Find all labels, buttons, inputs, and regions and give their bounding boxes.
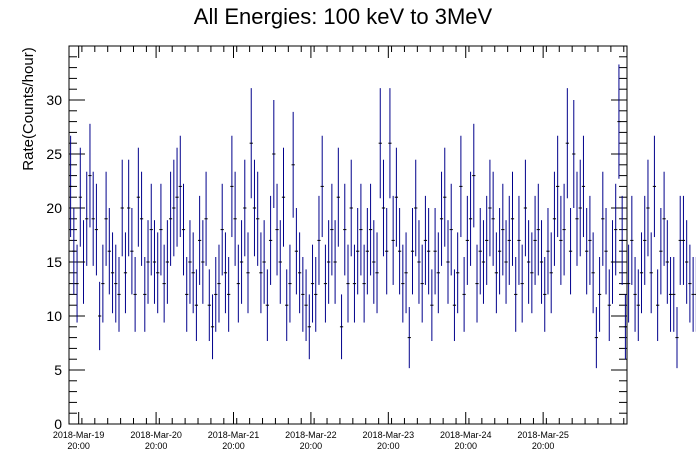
x-tick-date-label: 2018-Mar-19 — [53, 430, 105, 440]
y-tick-label: 25 — [46, 146, 62, 162]
x-tick-date-label: 2018-Mar-23 — [363, 430, 415, 440]
y-axis-label: Rate(Counts/hour) — [20, 47, 37, 170]
y-axis: 0 5 10 15 20 25 30 — [46, 45, 627, 432]
y-tick-label: 15 — [46, 254, 62, 270]
chart-title: All Energies: 100 keV to 3MeV — [194, 4, 493, 29]
plot-area — [68, 45, 628, 425]
x-tick-date-label: 2018-Mar-22 — [285, 430, 337, 440]
y-tick-label: 30 — [46, 92, 62, 108]
x-axis: 2018-Mar-1920:002018-Mar-2020:002018-Mar… — [53, 46, 625, 451]
x-tick-time-label: 20:00 — [67, 441, 90, 451]
y-tick-label: 10 — [46, 308, 62, 324]
x-tick-date-label: 2018-Mar-24 — [440, 430, 492, 440]
x-tick-date-label: 2018-Mar-25 — [517, 430, 569, 440]
x-tick-time-label: 20:00 — [377, 441, 400, 451]
x-tick-time-label: 20:00 — [300, 441, 323, 451]
plot-frame — [68, 45, 628, 425]
y-tick-label: 20 — [46, 200, 62, 216]
x-tick-time-label: 20:00 — [454, 441, 477, 451]
data-series — [69, 64, 696, 369]
x-tick-time-label: 20:00 — [145, 441, 168, 451]
x-tick-time-label: 20:00 — [532, 441, 555, 451]
x-tick-date-label: 2018-Mar-21 — [208, 430, 260, 440]
y-tick-label: 0 — [54, 416, 62, 432]
x-tick-time-label: 20:00 — [222, 441, 245, 451]
y-tick-label: 5 — [54, 362, 62, 378]
x-tick-date-label: 2018-Mar-20 — [130, 430, 182, 440]
